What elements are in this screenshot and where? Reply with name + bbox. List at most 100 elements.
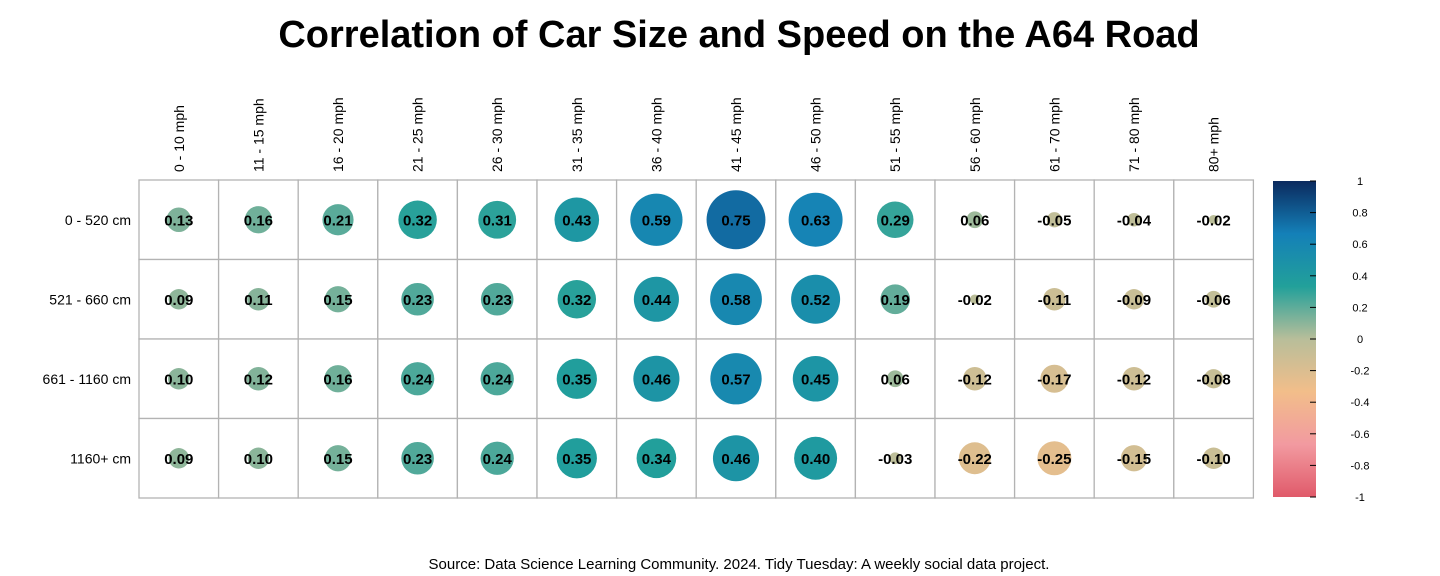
- correlation-circle: [168, 367, 190, 390]
- correlation-circle: [1040, 364, 1069, 393]
- correlation-circle: [966, 211, 984, 229]
- value-label: -0.15: [1117, 451, 1151, 468]
- correlation-circle: [401, 282, 434, 316]
- value-label: 0.58: [721, 292, 750, 309]
- value-label: 0.35: [562, 371, 591, 388]
- value-label: 0.75: [721, 212, 750, 229]
- correlation-circle: [706, 190, 766, 250]
- value-label: 0.44: [642, 292, 672, 309]
- value-label: 0.11: [244, 292, 272, 309]
- correlation-circle: [788, 192, 843, 247]
- value-label: -0.09: [1117, 292, 1151, 309]
- colorbar-gradient: [1273, 181, 1316, 497]
- correlation-circle: [794, 436, 838, 480]
- correlation-circle: [1122, 366, 1146, 391]
- correlation-circle: [636, 438, 677, 479]
- correlation-circle: [886, 370, 904, 388]
- correlation-circle: [247, 287, 270, 311]
- correlation-circle: [324, 286, 352, 313]
- correlation-circle: [400, 362, 435, 396]
- value-label: -0.02: [958, 292, 992, 309]
- value-label: -0.05: [1037, 212, 1071, 229]
- grid-cell: [775, 417, 857, 499]
- value-label: -0.11: [1038, 292, 1071, 309]
- correlation-circle: [556, 358, 597, 399]
- value-label: 0.15: [323, 451, 352, 468]
- correlation-circle: [889, 452, 902, 465]
- value-label: 0.35: [562, 451, 591, 468]
- colorbar-tick-label: -0.8: [1351, 460, 1370, 472]
- value-label: -0.22: [958, 451, 992, 468]
- correlation-circle: [1203, 369, 1224, 389]
- correlation-circle: [324, 365, 352, 393]
- column-label: 80+ mph: [1206, 117, 1222, 172]
- correlation-circle: [246, 366, 271, 391]
- colorbar-tick-label: 0: [1357, 334, 1363, 346]
- value-label: -0.12: [1117, 371, 1151, 388]
- value-label: 0.06: [881, 371, 910, 388]
- correlation-circle: [710, 273, 762, 326]
- value-label: 0.52: [801, 292, 830, 309]
- value-label: -0.25: [1037, 451, 1071, 468]
- correlation-circle: [880, 284, 911, 315]
- correlation-circle: [958, 442, 991, 475]
- correlation-circle: [792, 355, 839, 402]
- colorbar-tick-label: 1: [1357, 176, 1363, 188]
- value-label: 0.29: [881, 212, 910, 229]
- correlation-circle: [478, 200, 517, 239]
- correlation-circle: [710, 353, 762, 405]
- correlation-circle: [630, 193, 683, 246]
- value-label: 0.34: [642, 451, 672, 468]
- correlation-circle: [166, 207, 192, 233]
- value-label: 0.16: [323, 371, 352, 388]
- value-label: -0.04: [1117, 212, 1152, 229]
- correlation-circle: [554, 197, 600, 243]
- correlation-circle: [1043, 287, 1066, 311]
- correlation-circle: [1208, 214, 1219, 225]
- correlation-circle: [633, 355, 680, 402]
- correlation-circle: [1202, 447, 1225, 470]
- colorbar-tick-label: -1: [1355, 492, 1365, 504]
- value-label: 0.23: [403, 451, 432, 468]
- correlation-circle: [247, 447, 270, 470]
- correlation-circle: [244, 206, 272, 234]
- value-label: 0.15: [323, 292, 352, 309]
- colorbar-tick-label: 0.6: [1352, 239, 1367, 251]
- correlation-circle: [1123, 289, 1145, 310]
- correlation-circle: [969, 294, 980, 305]
- column-label: 21 - 25 mph: [410, 97, 426, 172]
- column-label: 46 - 50 mph: [808, 97, 824, 172]
- value-label: 0.63: [801, 212, 830, 229]
- value-label: 0.10: [164, 371, 193, 388]
- value-label: 0.57: [721, 371, 750, 388]
- column-label: 0 - 10 mph: [171, 105, 187, 172]
- value-label: 0.24: [483, 451, 513, 468]
- colorbar-tick-label: 0.8: [1352, 208, 1367, 220]
- value-label: 0.40: [801, 451, 830, 468]
- row-label: 661 - 1160 cm: [43, 371, 131, 387]
- value-label: 0.06: [960, 212, 989, 229]
- value-label: -0.03: [878, 451, 912, 468]
- colorbar-tick-label: 0.2: [1352, 302, 1367, 314]
- row-labels: 0 - 520 cm 521 - 660 cm 661 - 1160 cm 1160+…: [43, 212, 131, 467]
- value-label: -0.02: [1196, 212, 1230, 229]
- column-labels: 0 - 10 mph 11 - 15 mph 16 - 20 mph 21 - 25 …: [171, 97, 1222, 172]
- value-label: 0.21: [323, 212, 352, 229]
- value-label: 0.24: [403, 371, 433, 388]
- correlation-circle: [168, 448, 189, 469]
- grid-cell: [775, 258, 857, 340]
- row-label: 1160+ cm: [70, 450, 131, 466]
- correlation-circle: [480, 441, 514, 475]
- row-label: 521 - 660 cm: [49, 291, 131, 307]
- correlation-circle: [791, 274, 841, 324]
- value-label: 0.23: [483, 292, 512, 309]
- value-labels: 0.13 0.16 0.21 0.32 0.31 0.43 0.59 0.75 0.63 0.29…: [164, 212, 1231, 468]
- correlation-circle: [480, 282, 514, 316]
- value-label: 0.59: [642, 212, 671, 229]
- correlation-circle: [168, 289, 189, 310]
- correlation-circle: [322, 204, 354, 236]
- value-label: -0.17: [1037, 371, 1071, 388]
- column-label: 61 - 70 mph: [1046, 97, 1062, 172]
- correlation-circle: [963, 366, 987, 391]
